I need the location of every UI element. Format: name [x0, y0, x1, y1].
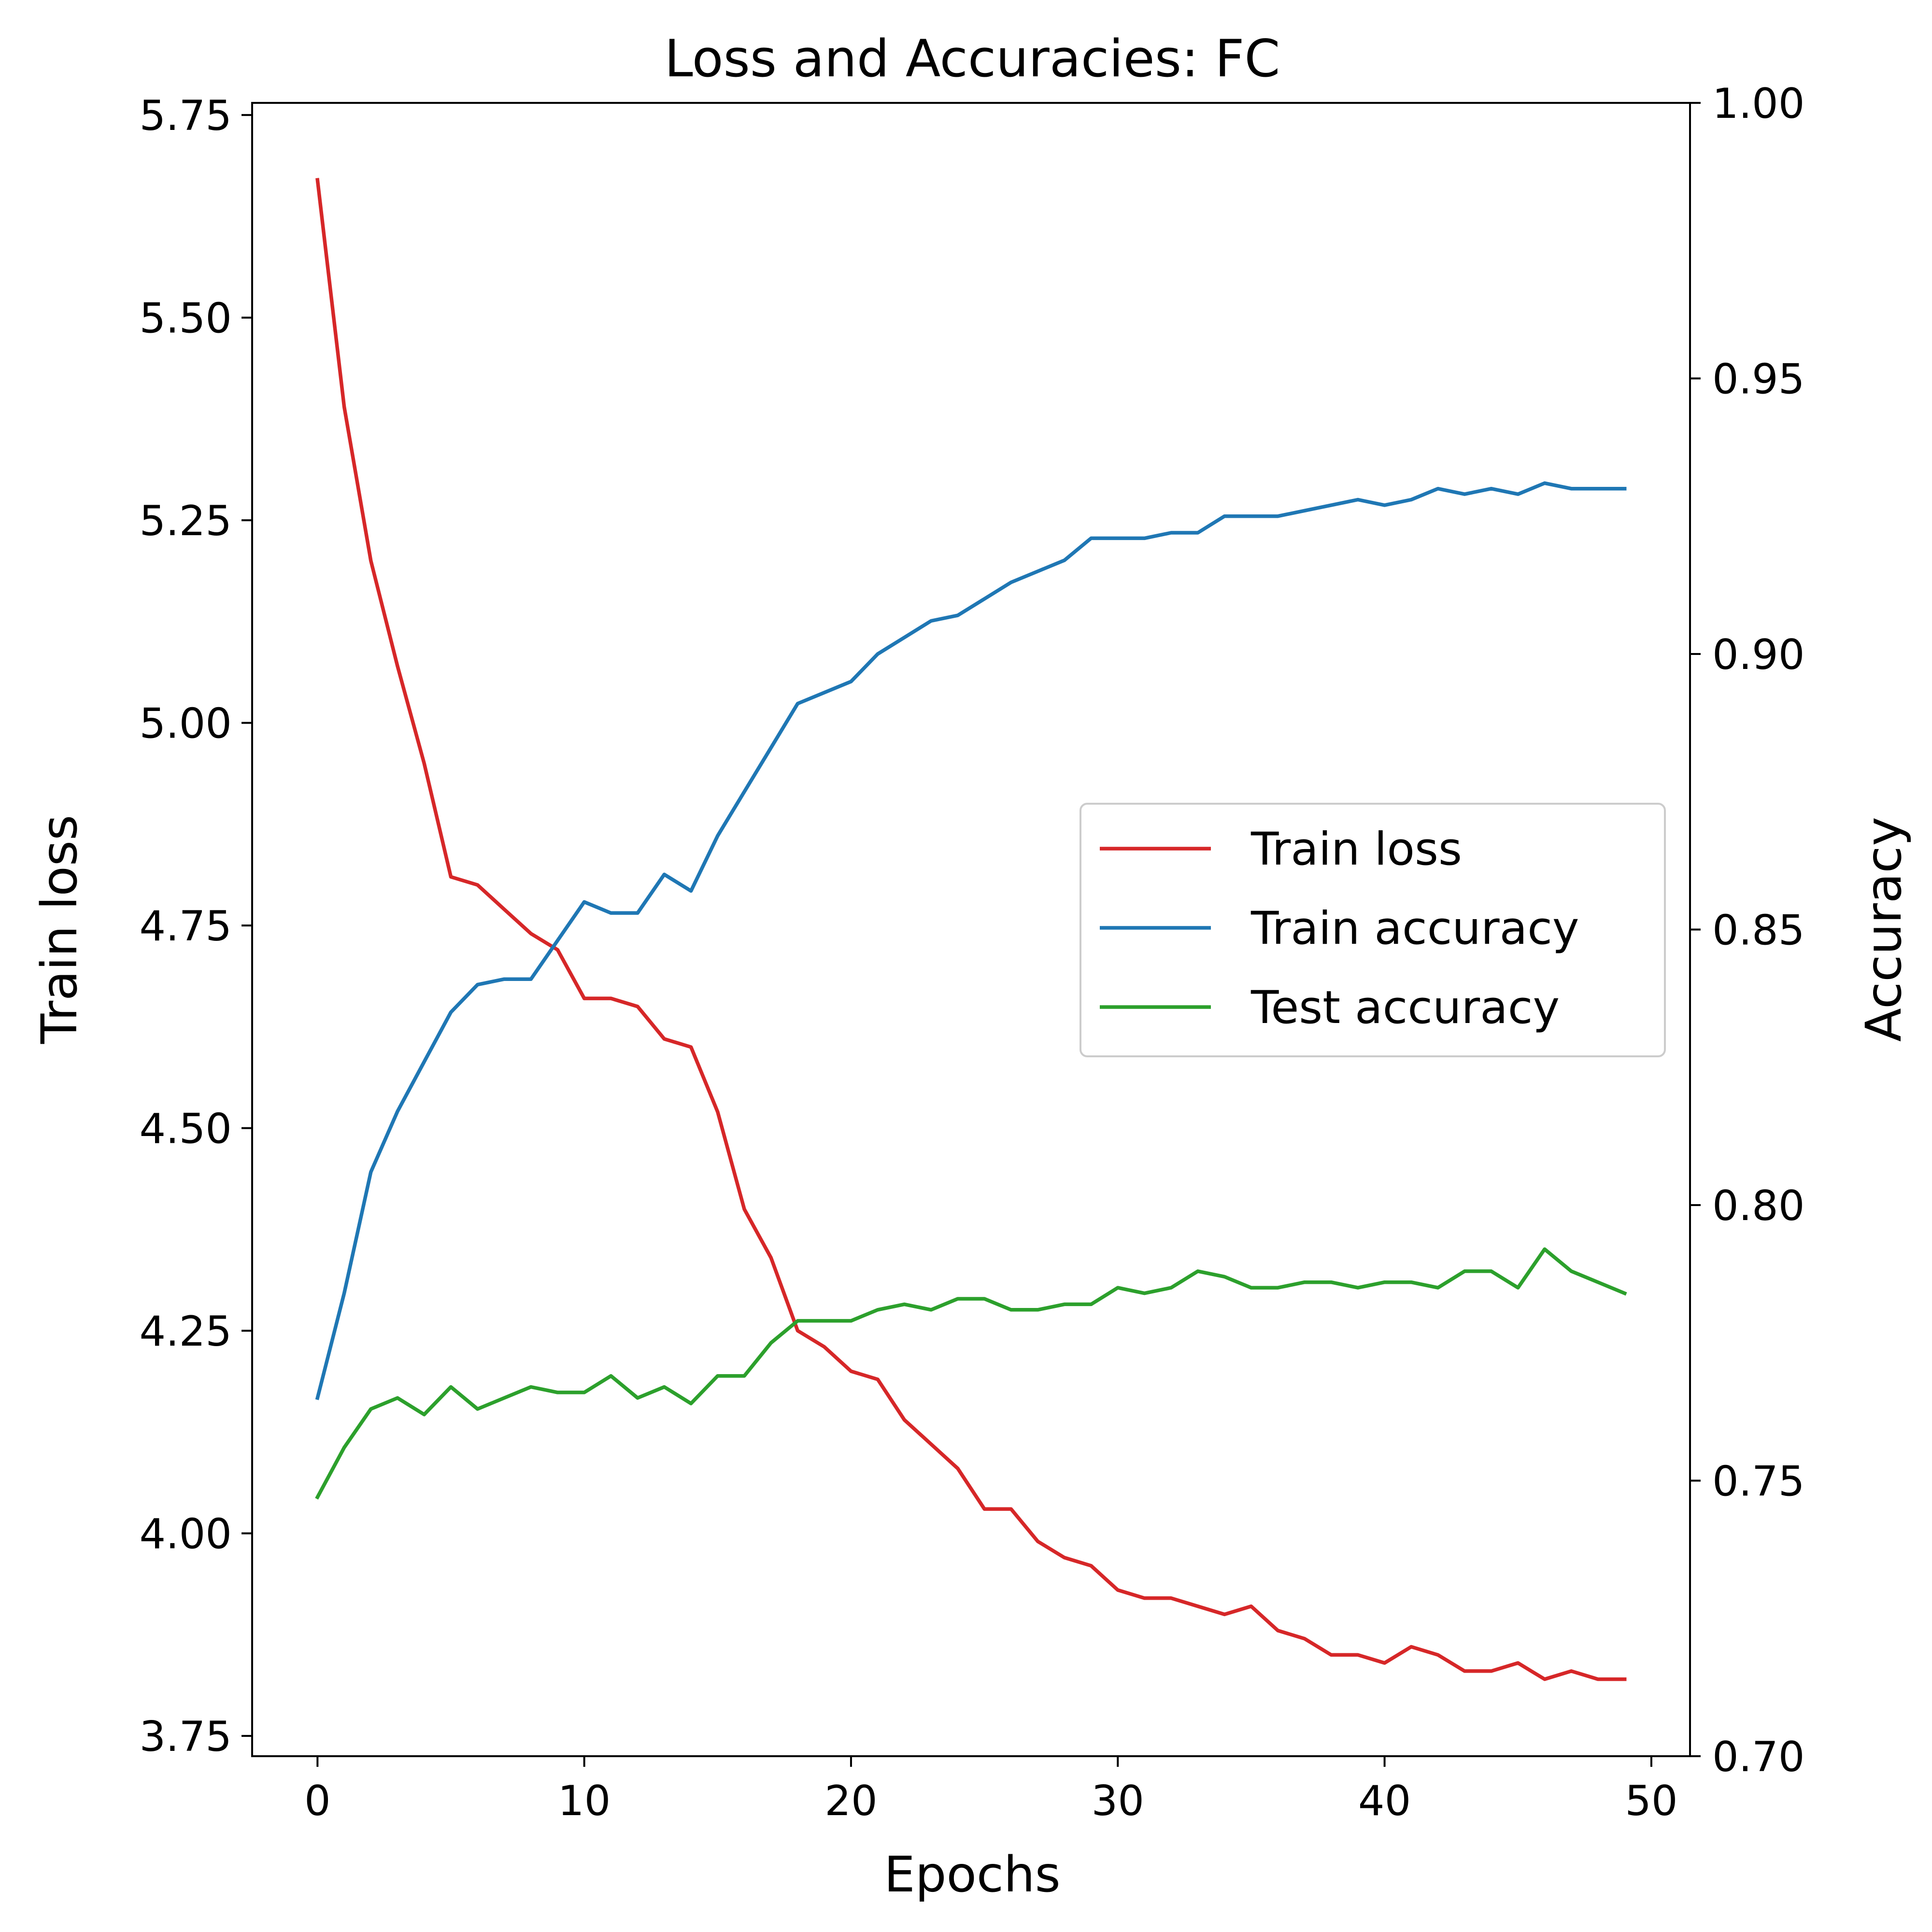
legend-label-train-loss: Train loss	[1250, 823, 1462, 876]
series-line-train-accuracy	[315, 481, 1627, 1400]
x-axis-title: Epochs	[884, 1846, 1060, 1904]
y-right-tick-label: 1.00	[1712, 80, 1804, 128]
y-left-tick-label: 4.25	[140, 1307, 232, 1356]
y-right-tick-label: 0.70	[1712, 1733, 1804, 1781]
y-left-tick-label: 3.75	[140, 1713, 232, 1761]
series-line-test-accuracy	[315, 1247, 1627, 1500]
x-axis: 0 10 20 30 40 50	[304, 1756, 1678, 1825]
x-tick-label: 50	[1625, 1777, 1677, 1825]
legend-frame	[1080, 803, 1666, 1057]
y-left-tick-label: 5.50	[140, 295, 232, 343]
y-left-tick-label: 4.75	[140, 902, 232, 951]
x-tick-label: 40	[1358, 1777, 1411, 1825]
chart-title: Loss and Accuracies: FC	[665, 29, 1280, 88]
legend-label-train-accuracy: Train accuracy	[1250, 902, 1579, 955]
x-tick-label: 30	[1092, 1777, 1144, 1825]
legend: Train loss Train accuracy Test accuracy	[1080, 803, 1666, 1057]
y-axis-left: 3.75 4.00 4.25 4.50 4.75 5.00 5.25 5.50 5.75	[140, 92, 252, 1761]
legend-label-test-accuracy: Test accuracy	[1250, 981, 1560, 1034]
y-left-tick-label: 4.00	[140, 1510, 232, 1559]
y-right-tick-label: 0.90	[1712, 631, 1804, 679]
y-right-tick-label: 0.75	[1712, 1458, 1804, 1506]
y-axis-left-title: Train loss	[31, 815, 88, 1044]
series-line-train-loss	[315, 178, 1627, 1681]
x-tick-label: 10	[558, 1777, 611, 1825]
y-right-tick-label: 0.95	[1712, 355, 1804, 404]
y-axis-right-title: Accuracy	[1855, 817, 1913, 1042]
y-right-tick-label: 0.85	[1712, 907, 1804, 955]
plot-lines	[315, 178, 1627, 1681]
y-left-tick-label: 5.75	[140, 92, 232, 140]
y-right-tick-label: 0.80	[1712, 1182, 1804, 1230]
y-axis-right: 0.70 0.75 0.80 0.85 0.90 0.95 1.00	[1690, 80, 1804, 1781]
y-left-tick-label: 4.50	[140, 1105, 232, 1153]
y-left-tick-label: 5.00	[140, 700, 232, 748]
x-tick-label: 0	[304, 1777, 331, 1825]
x-tick-label: 20	[824, 1777, 877, 1825]
y-left-tick-label: 5.25	[140, 497, 232, 545]
